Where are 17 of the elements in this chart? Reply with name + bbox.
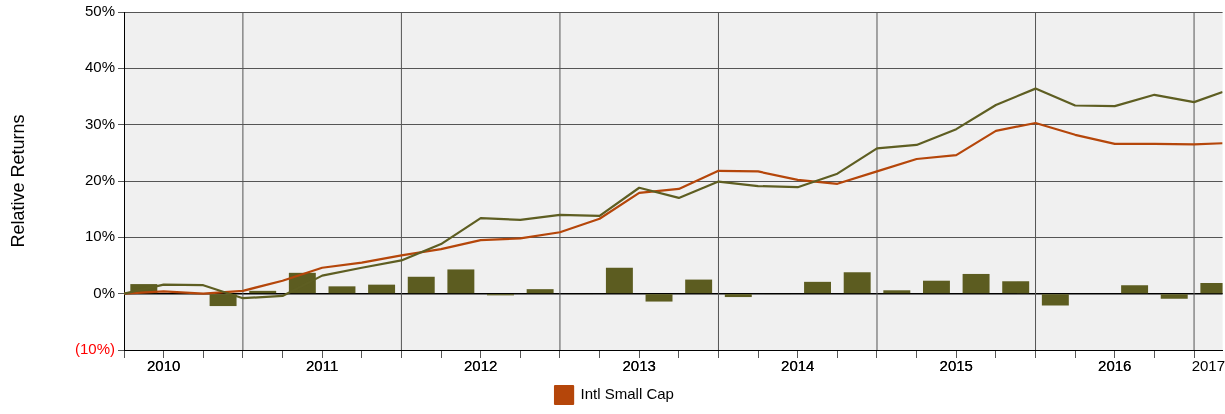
y-tick-label: (10%) bbox=[74, 340, 115, 358]
x-tick-label: 2014 bbox=[781, 357, 815, 375]
x-tick-label: 2012 bbox=[464, 357, 498, 375]
x-tick-label: 2013 bbox=[622, 357, 656, 375]
y-tick-label: 30% bbox=[84, 114, 115, 132]
x-tick-label: 2017 bbox=[1191, 357, 1225, 375]
y-axis-title: Relative Returns bbox=[7, 114, 28, 248]
y-tick-label: 10% bbox=[84, 227, 115, 245]
x-tick-label: 2011 bbox=[306, 357, 339, 375]
x-tick-label: 2010 bbox=[146, 357, 181, 375]
y-tick-label: 50% bbox=[84, 2, 115, 20]
y-tick-label: 20% bbox=[84, 171, 115, 189]
x-tick-label: 2016 bbox=[1098, 357, 1132, 375]
y-tick-label: 0% bbox=[93, 283, 115, 301]
y-tick-label: 40% bbox=[84, 58, 115, 76]
legend-label: Intl Small Cap bbox=[580, 385, 674, 403]
x-tick-label: 2015 bbox=[939, 357, 973, 375]
